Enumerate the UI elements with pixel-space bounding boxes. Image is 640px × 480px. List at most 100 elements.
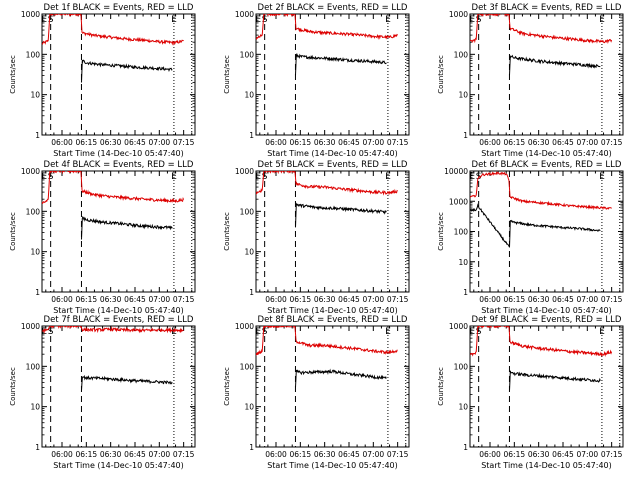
x-tick-label: 06:00 — [51, 450, 73, 459]
event-marker-label: E — [255, 172, 261, 182]
panel-title: Det 3f BLACK = Events, RED = LLD — [472, 3, 622, 13]
y-tick-label: 10 — [458, 258, 468, 267]
x-axis-label: Start Time (14-Dec-10 05:47:40) — [481, 149, 612, 158]
x-tick-label: 06:30 — [100, 138, 122, 147]
y-tick-label: 1 — [249, 288, 254, 297]
event-marker-label: E — [599, 15, 605, 25]
event-marker-label: S — [262, 327, 268, 337]
y-tick-label: 100 — [454, 50, 469, 59]
y-tick-label: 100 — [454, 228, 469, 237]
y-axis-label: Counts/sec — [223, 212, 231, 251]
x-tick-label: 06:15 — [504, 295, 526, 304]
x-axis-label: Start Time (14-Dec-10 05:47:40) — [267, 306, 398, 315]
x-tick-label: 06:30 — [314, 295, 336, 304]
x-tick-label: 06:45 — [338, 295, 360, 304]
y-tick-label: 1000 — [235, 10, 254, 19]
event-marker-label: S — [48, 172, 54, 182]
detector-panel: Det 3f BLACK = Events, RED = LLD Counts/s… — [437, 3, 624, 158]
series-line-lld — [256, 171, 398, 196]
y-tick-label: 1 — [463, 443, 468, 452]
x-tick-label: 06:00 — [265, 138, 287, 147]
y-tick-label: 10 — [458, 403, 468, 412]
event-marker-label: E — [171, 15, 177, 25]
series-line-lld — [256, 326, 398, 356]
y-tick-label: 1 — [463, 131, 468, 140]
x-tick-label: 06:15 — [504, 450, 526, 459]
plot-frame — [469, 170, 624, 293]
y-tick-label: 1000 — [235, 167, 254, 176]
panel-title: Det 9f BLACK = Events, RED = LLD — [472, 315, 622, 325]
event-marker-label: E — [385, 327, 391, 337]
x-tick-label: 06:30 — [100, 450, 122, 459]
x-tick-label: 07:15 — [387, 295, 409, 304]
x-tick-label: 06:45 — [552, 295, 574, 304]
x-tick-label: 06:00 — [51, 138, 73, 147]
y-tick-label: 100 — [26, 207, 41, 216]
x-axis-label: Start Time (14-Dec-10 05:47:40) — [267, 461, 398, 470]
x-tick-label: 07:00 — [149, 295, 171, 304]
detector-panel: Det 6f BLACK = Events, RED = LLD Counts/s… — [437, 160, 624, 315]
x-axis-label: Start Time (14-Dec-10 05:47:40) — [267, 149, 398, 158]
event-marker-label: E — [385, 15, 391, 25]
plot-frame — [41, 170, 196, 293]
event-marker-label: E — [171, 172, 177, 182]
x-tick-label: 06:00 — [265, 450, 287, 459]
series-line-lld — [470, 326, 613, 358]
series-line-lld — [42, 14, 184, 46]
panel-title: Det 8f BLACK = Events, RED = LLD — [258, 315, 408, 325]
x-tick-label: 06:15 — [76, 295, 98, 304]
series-line-events — [295, 52, 387, 76]
series-line-lld — [470, 171, 612, 211]
y-tick-label: 10000 — [444, 167, 468, 176]
y-tick-label: 1 — [35, 288, 40, 297]
panel-title: Det 5f BLACK = Events, RED = LLD — [258, 160, 408, 170]
x-tick-label: 06:45 — [338, 450, 360, 459]
series-line-events — [81, 374, 173, 391]
event-marker-label: S — [476, 327, 482, 337]
panel-title: Det 1f BLACK = Events, RED = LLD — [44, 3, 194, 13]
y-axis-label: Counts/sec — [9, 55, 17, 94]
y-tick-label: 100 — [454, 362, 469, 371]
event-marker-label: E — [599, 172, 605, 182]
y-tick-label: 1 — [35, 131, 40, 140]
detector-panel: Det 1f BLACK = Events, RED = LLD Counts/s… — [9, 3, 196, 158]
y-tick-label: 100 — [26, 50, 41, 59]
x-tick-label: 06:00 — [265, 295, 287, 304]
y-tick-label: 10 — [244, 248, 254, 257]
y-axis-label: Counts/sec — [223, 55, 231, 94]
x-tick-label: 07:00 — [363, 138, 385, 147]
series-line-lld — [256, 14, 398, 40]
detector-panel: Det 9f BLACK = Events, RED = LLD Counts/s… — [437, 315, 624, 470]
y-tick-label: 1000 — [235, 322, 254, 331]
x-tick-label: 06:15 — [290, 450, 312, 459]
event-marker-label: E — [41, 15, 47, 25]
x-tick-label: 06:30 — [314, 138, 336, 147]
event-marker-label: E — [385, 172, 391, 182]
x-tick-label: 06:00 — [479, 295, 501, 304]
detector-panel: Det 8f BLACK = Events, RED = LLD Counts/s… — [223, 315, 410, 470]
x-tick-label: 06:15 — [290, 295, 312, 304]
y-tick-label: 10 — [30, 403, 40, 412]
series-line-events — [81, 59, 173, 83]
x-tick-label: 07:15 — [601, 295, 623, 304]
plot-frame — [41, 13, 196, 136]
x-tick-label: 07:00 — [363, 450, 385, 459]
x-tick-label: 06:30 — [528, 450, 550, 459]
y-tick-label: 10 — [30, 91, 40, 100]
y-tick-label: 1000 — [21, 10, 40, 19]
x-tick-label: 06:00 — [479, 138, 501, 147]
x-tick-label: 07:00 — [577, 138, 599, 147]
x-tick-label: 06:15 — [290, 138, 312, 147]
series-line-events — [295, 202, 387, 228]
x-axis-label: Start Time (14-Dec-10 05:47:40) — [53, 461, 184, 470]
plot-frame — [469, 325, 624, 448]
plot-frame — [255, 13, 410, 136]
y-tick-label: 100 — [26, 362, 41, 371]
plot-frame — [255, 325, 410, 448]
panel-title: Det 2f BLACK = Events, RED = LLD — [258, 3, 408, 13]
y-tick-label: 1 — [35, 443, 40, 452]
y-tick-label: 100 — [240, 362, 255, 371]
x-tick-label: 06:30 — [314, 450, 336, 459]
x-tick-label: 06:30 — [528, 295, 550, 304]
